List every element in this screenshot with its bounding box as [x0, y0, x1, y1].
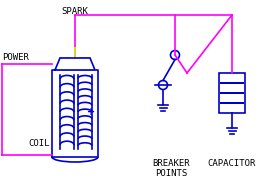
- Text: COIL: COIL: [29, 139, 50, 147]
- Text: SPARK: SPARK: [62, 7, 89, 16]
- Polygon shape: [55, 58, 95, 70]
- Text: BREAKER
POINTS: BREAKER POINTS: [152, 159, 190, 178]
- Text: +: +: [87, 107, 95, 117]
- Text: CAPACITOR: CAPACITOR: [208, 159, 256, 168]
- Text: POWER: POWER: [2, 53, 29, 62]
- Bar: [219, 73, 245, 113]
